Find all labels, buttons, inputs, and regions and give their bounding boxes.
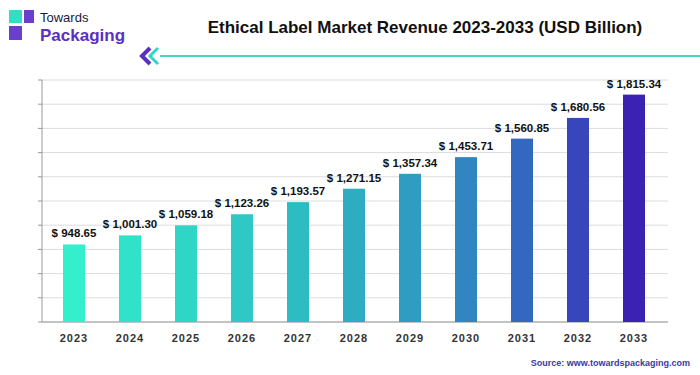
tick-label: 2032: [564, 332, 592, 344]
grid: [38, 80, 668, 322]
bar: [231, 214, 253, 322]
logo-icon: [24, 10, 34, 23]
tick-mark: [38, 128, 42, 129]
tick-mark: [38, 225, 42, 226]
tick-mark: [38, 273, 42, 274]
tick-mark: [38, 201, 42, 202]
bar: [455, 157, 477, 322]
bars: [63, 95, 645, 322]
data-label: $ 1,271.15: [327, 172, 382, 184]
grid-line: [42, 80, 668, 81]
data-label: $ 1,453.71: [439, 140, 494, 152]
tick-label: 2031: [508, 332, 536, 344]
bar: [119, 235, 141, 322]
logo: TowardsPackaging: [9, 10, 125, 45]
data-label: $ 1,357.34: [383, 157, 438, 169]
bar: [175, 225, 197, 322]
tick-label: 2024: [116, 332, 144, 344]
bar: [511, 139, 533, 322]
tick-label: 2028: [340, 332, 368, 344]
tick-label: 2027: [284, 332, 312, 344]
data-label: $ 1,123.26: [215, 197, 269, 209]
chart: TowardsPackaging Ethical Label Market Rev…: [0, 0, 700, 375]
tick-mark: [38, 249, 42, 250]
data-label: $ 1,815.34: [607, 78, 662, 90]
tick-label: 2025: [172, 332, 200, 344]
tick-mark: [38, 152, 42, 153]
source: Source: www.towardspackaging.com: [531, 358, 690, 368]
data-label: $ 1,680.56: [551, 101, 605, 113]
data-label: $ 1,001.30: [103, 218, 157, 230]
tick-mark: [38, 297, 42, 298]
bar: [623, 95, 645, 322]
bar: [567, 118, 589, 322]
title: Ethical Label Market Revenue 2023-2033 (…: [208, 18, 643, 37]
tick-label: 2026: [228, 332, 256, 344]
tick-mark: [38, 104, 42, 105]
tick-mark: [38, 176, 42, 177]
logo-text: Towards: [40, 10, 89, 25]
tick-label: 2033: [620, 332, 648, 344]
bar: [343, 189, 365, 322]
tick-mark: [38, 80, 42, 81]
data-label: $ 1,193.57: [271, 185, 325, 197]
logo-icon: [9, 10, 22, 23]
tick-mark: [38, 322, 42, 323]
data-label: $ 948.65: [52, 227, 97, 239]
tick-label: 2023: [60, 332, 88, 344]
data-label: $ 1,059.18: [159, 208, 214, 220]
tick-label: 2029: [396, 332, 424, 344]
x-tick-labels: 2023 2024 2025 2026 2027 2028 2029 2030 2031 2032…: [60, 332, 648, 344]
bar: [63, 244, 85, 322]
y-axis: [42, 80, 43, 322]
data-label: $ 1,560.85: [495, 122, 550, 134]
decor-chevron: [150, 48, 158, 64]
data-labels: $ 948.65$ 1,001.30$ 1,059.18$ 1,123.26$ …: [52, 78, 662, 240]
logo-text: Packaging: [40, 26, 125, 45]
bar: [399, 174, 421, 322]
bar: [287, 202, 309, 322]
tick-label: 2030: [452, 332, 480, 344]
logo-icon: [9, 26, 22, 40]
decor-line: [160, 55, 700, 57]
